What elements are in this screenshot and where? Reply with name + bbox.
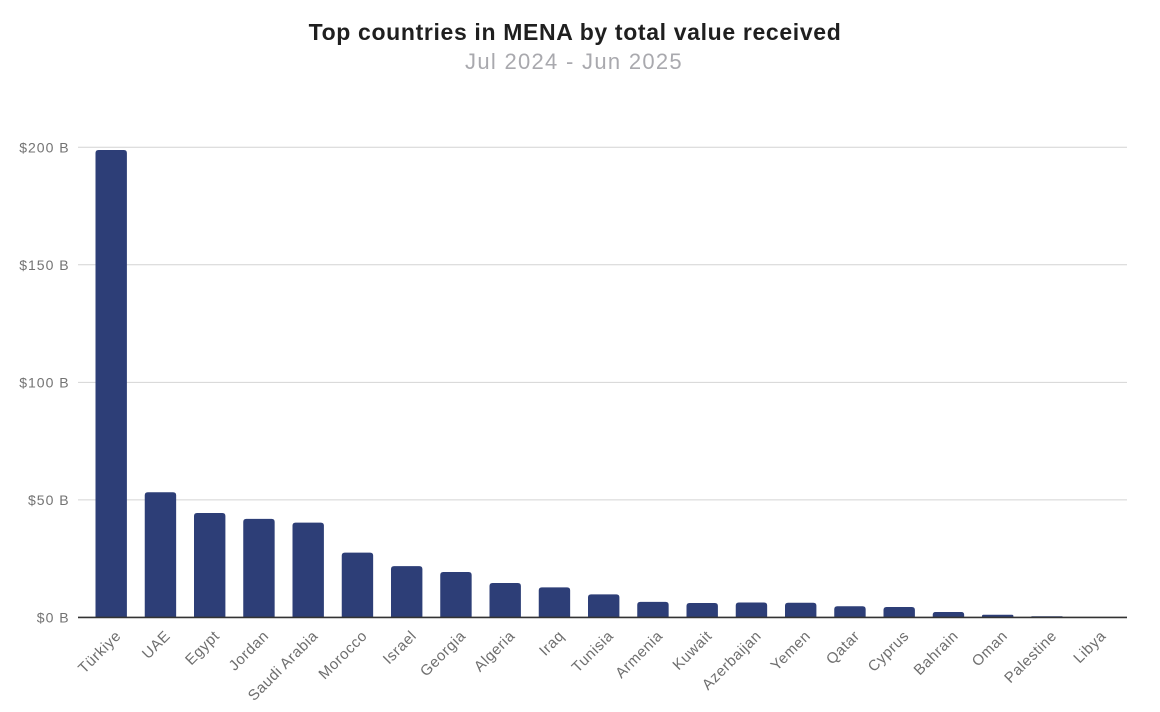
svg-text:Armenia: Armenia [612, 627, 666, 681]
svg-text:Libya: Libya [1070, 627, 1109, 666]
svg-text:Qatar: Qatar [823, 628, 863, 668]
svg-text:$0 B: $0 B [37, 609, 70, 625]
svg-text:Oman: Oman [969, 628, 1011, 670]
svg-text:$50 B: $50 B [28, 492, 70, 508]
svg-text:UAE: UAE [139, 628, 174, 663]
svg-text:Türkiye: Türkiye [75, 628, 125, 678]
svg-text:Georgia: Georgia [417, 627, 470, 680]
svg-text:$200 B: $200 B [19, 139, 69, 155]
svg-text:Morocco: Morocco [315, 628, 370, 683]
svg-text:$150 B: $150 B [19, 257, 69, 273]
svg-text:Kuwait: Kuwait [669, 627, 715, 673]
svg-text:Israel: Israel [380, 628, 420, 668]
svg-text:Bahrain: Bahrain [911, 628, 962, 679]
svg-text:Egypt: Egypt [182, 627, 223, 668]
svg-text:Jordan: Jordan [226, 628, 273, 675]
svg-text:Yemen: Yemen [768, 628, 815, 675]
svg-text:Tunisia: Tunisia [569, 627, 618, 676]
svg-text:Iraq: Iraq [536, 628, 568, 660]
svg-text:Palestine: Palestine [1001, 628, 1060, 687]
svg-text:Cyprus: Cyprus [865, 628, 913, 676]
svg-text:$100 B: $100 B [19, 374, 69, 390]
svg-text:Algeria: Algeria [471, 627, 519, 675]
